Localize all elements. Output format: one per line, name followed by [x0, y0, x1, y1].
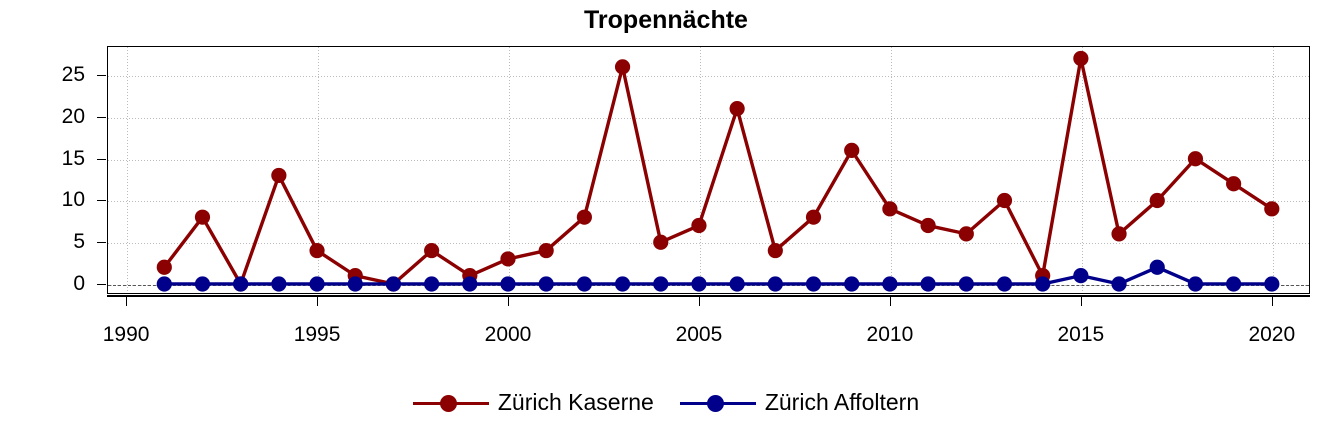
x-axis-tick	[508, 295, 509, 306]
legend-dot-icon	[706, 394, 724, 412]
y-axis-tick-label: 0	[73, 271, 85, 295]
y-axis-tick	[97, 242, 106, 244]
gridline-vertical	[699, 47, 701, 293]
gridline-vertical	[1272, 47, 1274, 293]
y-axis-tick	[97, 116, 106, 118]
y-axis-tick-label: 10	[61, 188, 85, 212]
gridline-horizontal	[108, 76, 1309, 78]
page-title: Tropennächte	[584, 6, 748, 34]
zero-reference-line	[108, 284, 1309, 286]
gridline-vertical	[509, 47, 510, 293]
x-axis-line	[107, 295, 1310, 297]
x-axis-tick-label: 2010	[866, 323, 914, 346]
x-axis-tick-label: 2005	[675, 323, 723, 346]
legend-marker-icon	[679, 393, 756, 413]
legend-item-affoltern[interactable]: Zürich Affoltern	[679, 389, 920, 416]
y-axis-tick-label: 15	[61, 146, 85, 170]
gridline-vertical	[1081, 47, 1083, 293]
plot-area	[107, 46, 1310, 294]
legend-item-label: Zürich Affoltern	[764, 389, 920, 415]
x-axis-tick-label: 2015	[1057, 323, 1105, 346]
gridline-horizontal	[108, 117, 1309, 119]
gridline-vertical	[318, 47, 320, 293]
gridline-vertical	[890, 47, 892, 293]
y-axis-tick-label: 5	[73, 230, 85, 254]
x-axis-tick-label: 2000	[484, 323, 532, 346]
x-axis-tick	[317, 295, 319, 306]
y-axis-tick	[97, 283, 106, 285]
y-axis-tick	[97, 158, 106, 160]
gridline-vertical	[127, 47, 129, 293]
y-axis-tick-label: 25	[61, 63, 85, 87]
y-axis-tick	[97, 200, 106, 202]
x-axis-tick	[698, 295, 700, 306]
legend-item-label: Zürich Kaserne	[497, 389, 654, 415]
gridline-horizontal	[108, 159, 1309, 161]
x-axis-tick	[1080, 295, 1082, 306]
y-axis-tick-label: 20	[61, 104, 85, 128]
gridline-horizontal	[108, 243, 1309, 245]
x-axis-tick	[1271, 295, 1273, 306]
x-axis-tick-label: 2020	[1248, 323, 1296, 346]
x-axis-tick	[126, 295, 128, 306]
legend-dot-icon	[439, 394, 457, 412]
y-axis-tick	[97, 75, 106, 77]
x-axis-tick-label: 1990	[102, 323, 150, 346]
legend-marker-icon	[412, 393, 489, 413]
legend: Zürich Kaserne Zürich Affoltern	[0, 389, 1332, 416]
x-axis-tick-label: 1995	[293, 323, 341, 346]
legend-item-kaserne[interactable]: Zürich Kaserne	[412, 389, 654, 416]
x-axis-tick	[889, 295, 891, 306]
gridline-horizontal	[108, 201, 1309, 203]
